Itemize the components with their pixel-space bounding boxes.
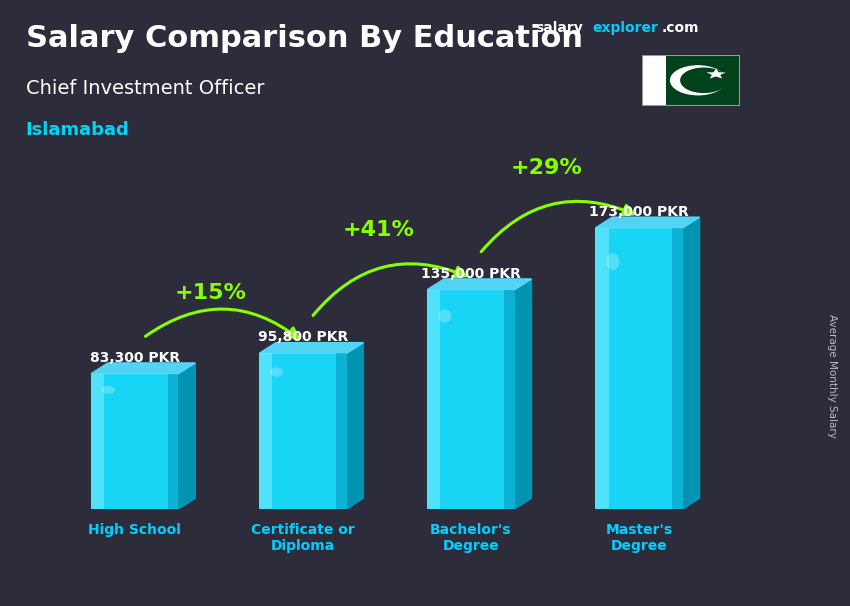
Text: 95,800 PKR: 95,800 PKR <box>258 330 348 344</box>
Text: Average Monthly Salary: Average Monthly Salary <box>827 314 837 438</box>
Ellipse shape <box>270 367 283 377</box>
Bar <box>259 353 272 509</box>
Polygon shape <box>683 217 700 509</box>
Polygon shape <box>515 279 531 509</box>
Polygon shape <box>595 217 700 228</box>
Text: Chief Investment Officer: Chief Investment Officer <box>26 79 264 98</box>
Polygon shape <box>91 363 196 374</box>
Polygon shape <box>428 279 531 290</box>
Ellipse shape <box>439 310 451 322</box>
Circle shape <box>671 66 725 95</box>
Bar <box>595 228 609 509</box>
Bar <box>428 290 515 509</box>
Bar <box>168 374 178 509</box>
Ellipse shape <box>606 253 620 270</box>
Text: explorer: explorer <box>592 21 658 35</box>
Text: 83,300 PKR: 83,300 PKR <box>90 351 180 365</box>
Text: +41%: +41% <box>343 219 415 239</box>
Bar <box>91 374 178 509</box>
Bar <box>428 290 440 509</box>
Text: +15%: +15% <box>174 283 246 303</box>
Text: 173,000 PKR: 173,000 PKR <box>589 205 689 219</box>
Polygon shape <box>178 363 196 509</box>
Text: .com: .com <box>661 21 699 35</box>
Bar <box>91 374 105 509</box>
Text: Salary Comparison By Education: Salary Comparison By Education <box>26 24 582 53</box>
Polygon shape <box>259 342 364 353</box>
Bar <box>666 55 740 106</box>
Text: +29%: +29% <box>511 158 582 178</box>
Polygon shape <box>347 342 364 509</box>
Text: Islamabad: Islamabad <box>26 121 129 139</box>
Bar <box>504 290 515 509</box>
Bar <box>259 353 347 509</box>
Bar <box>642 55 666 106</box>
Bar <box>672 228 683 509</box>
Text: 135,000 PKR: 135,000 PKR <box>421 267 521 281</box>
Circle shape <box>681 68 727 92</box>
Polygon shape <box>706 68 726 79</box>
Text: salary: salary <box>536 21 583 35</box>
Bar <box>595 228 683 509</box>
Ellipse shape <box>102 386 115 394</box>
Bar <box>336 353 347 509</box>
